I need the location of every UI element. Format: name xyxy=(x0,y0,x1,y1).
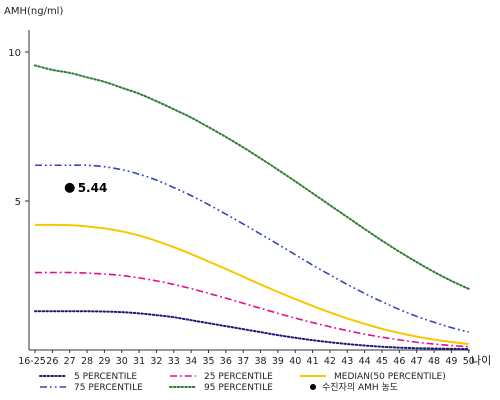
x-tick-label-31: 31 xyxy=(133,356,145,367)
x-tick-label-35: 35 xyxy=(202,356,214,367)
x-tick-label-28: 28 xyxy=(81,356,93,367)
series-line-median-50-percentile xyxy=(34,223,469,346)
x-tick-label-26: 26 xyxy=(46,356,58,367)
x-tick-label-16-25: 16-25 xyxy=(18,356,46,367)
x-tick-label-47: 47 xyxy=(411,356,423,367)
patient-amh-value-label: 5.44 xyxy=(78,181,108,195)
x-tick-label-34: 34 xyxy=(185,356,197,367)
series-line-25-percentile xyxy=(35,271,469,348)
y-ticks: 5 10 xyxy=(8,48,29,208)
series-line-75-percentile xyxy=(35,164,469,333)
x-tick-label-39: 39 xyxy=(272,356,284,367)
chart-axes: AMH(ng/ml) 나이 xyxy=(4,6,491,367)
x-ticks: 16-25 26 27 28 29 30 31 32 33 34 35 36 37 38 39 40 41 42 4… xyxy=(18,350,475,367)
patient-amh-point xyxy=(64,182,75,193)
x-tick-label-38: 38 xyxy=(255,356,267,367)
legend-label-75-percentile: 75 PERCENTILE xyxy=(74,383,143,393)
x-tick-label-48: 48 xyxy=(428,356,440,367)
x-tick-label-41: 41 xyxy=(307,356,319,367)
legend-label-median-50-percentile: MEDIAN(50 PERCENTILE) xyxy=(334,372,446,382)
x-tick-label-37: 37 xyxy=(237,356,249,367)
x-tick-label-42: 42 xyxy=(324,356,336,367)
x-tick-label-43: 43 xyxy=(341,356,353,367)
x-axis-title: 나이 xyxy=(471,354,491,367)
x-tick-label-50: 50 xyxy=(463,356,475,367)
x-tick-label-44: 44 xyxy=(359,356,371,367)
x-tick-label-29: 29 xyxy=(98,356,110,367)
x-tick-label-40: 40 xyxy=(289,356,301,367)
x-tick-label-46: 46 xyxy=(393,356,405,367)
y-tick-label-10: 10 xyxy=(8,48,21,59)
x-tick-label-32: 32 xyxy=(150,356,162,367)
legend-label-5-percentile: 5 PERCENTILE xyxy=(74,372,137,382)
x-tick-label-27: 27 xyxy=(64,356,76,367)
legend-label-25-percentile: 25 PERCENTILE xyxy=(204,372,273,382)
series-line-5-percentile xyxy=(34,310,470,351)
y-tick-label-5: 5 xyxy=(15,197,21,208)
legend: 5 PERCENTILE 25 PERCENTILE MEDIAN(50 PERCE… xyxy=(39,372,446,393)
series-line-95-percentile xyxy=(34,64,470,290)
legend-label-95-percentile: 95 PERCENTILE xyxy=(204,383,273,393)
data-points: 5.44 xyxy=(64,181,108,195)
x-tick-label-45: 45 xyxy=(376,356,388,367)
legend-label-patient-point: 수진자의 AMH 농도 xyxy=(322,382,398,393)
y-axis-title: AMH(ng/ml) xyxy=(4,6,63,17)
series-lines xyxy=(34,64,470,351)
x-tick-label-36: 36 xyxy=(220,356,232,367)
x-tick-label-33: 33 xyxy=(168,356,180,367)
legend-swatch-patient-point xyxy=(310,384,316,390)
x-tick-label-49: 49 xyxy=(445,356,457,367)
x-tick-label-30: 30 xyxy=(116,356,128,367)
